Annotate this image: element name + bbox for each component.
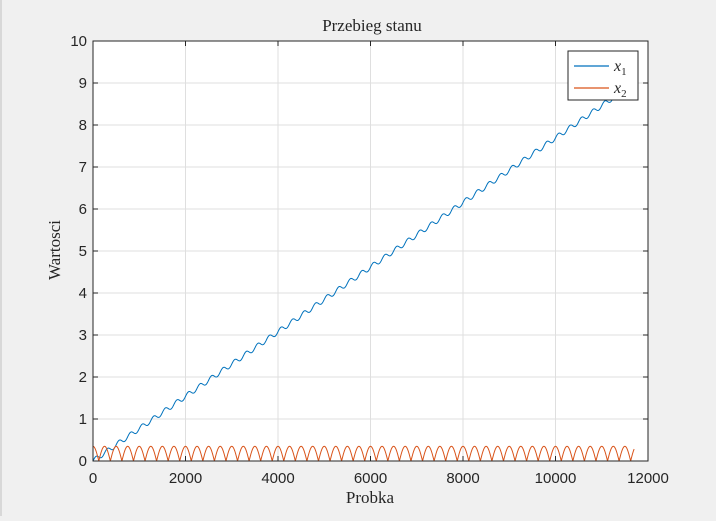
y-tick-label: 2 <box>79 369 87 386</box>
legend-label-x1: x1 <box>613 58 627 78</box>
chart-title: Przebieg stanu <box>322 16 422 35</box>
legend[interactable]: x1 x2 <box>567 50 639 101</box>
y-tick-label: 9 <box>79 75 87 92</box>
legend-label-x2: x2 <box>613 80 627 100</box>
ticks: 0 2000 4000 6000 8000 10000 12000 0 1 2 3 4 5 6 7 8 9 10 <box>70 33 669 487</box>
y-tick-label: 1 <box>79 411 87 428</box>
x-tick-label: 12000 <box>627 470 669 487</box>
x-tick-label: 4000 <box>261 470 294 487</box>
y-tick-label: 7 <box>79 159 87 176</box>
x-tick-label: 6000 <box>354 470 387 487</box>
legend-box <box>567 50 639 101</box>
grid <box>93 41 648 461</box>
y-tick-label: 10 <box>70 33 87 50</box>
series-layer <box>92 84 635 462</box>
x-axis-title: Probka <box>346 488 395 507</box>
y-tick-label: 8 <box>79 117 87 134</box>
x-tick-label: 2000 <box>169 470 202 487</box>
y-tick-label: 3 <box>79 327 87 344</box>
y-tick-label: 5 <box>79 243 87 260</box>
y-axis-title: Wartosci <box>45 220 64 280</box>
x-tick-label: 10000 <box>535 470 577 487</box>
series-line-x1 <box>92 84 635 462</box>
window-edge <box>0 0 2 516</box>
y-tick-label: 6 <box>79 201 87 218</box>
y-tick-label: 0 <box>79 453 87 470</box>
x-tick-label: 0 <box>89 470 97 487</box>
y-tick-label: 4 <box>79 285 87 302</box>
series-line-x2 <box>92 445 635 462</box>
x-tick-label: 8000 <box>446 470 479 487</box>
